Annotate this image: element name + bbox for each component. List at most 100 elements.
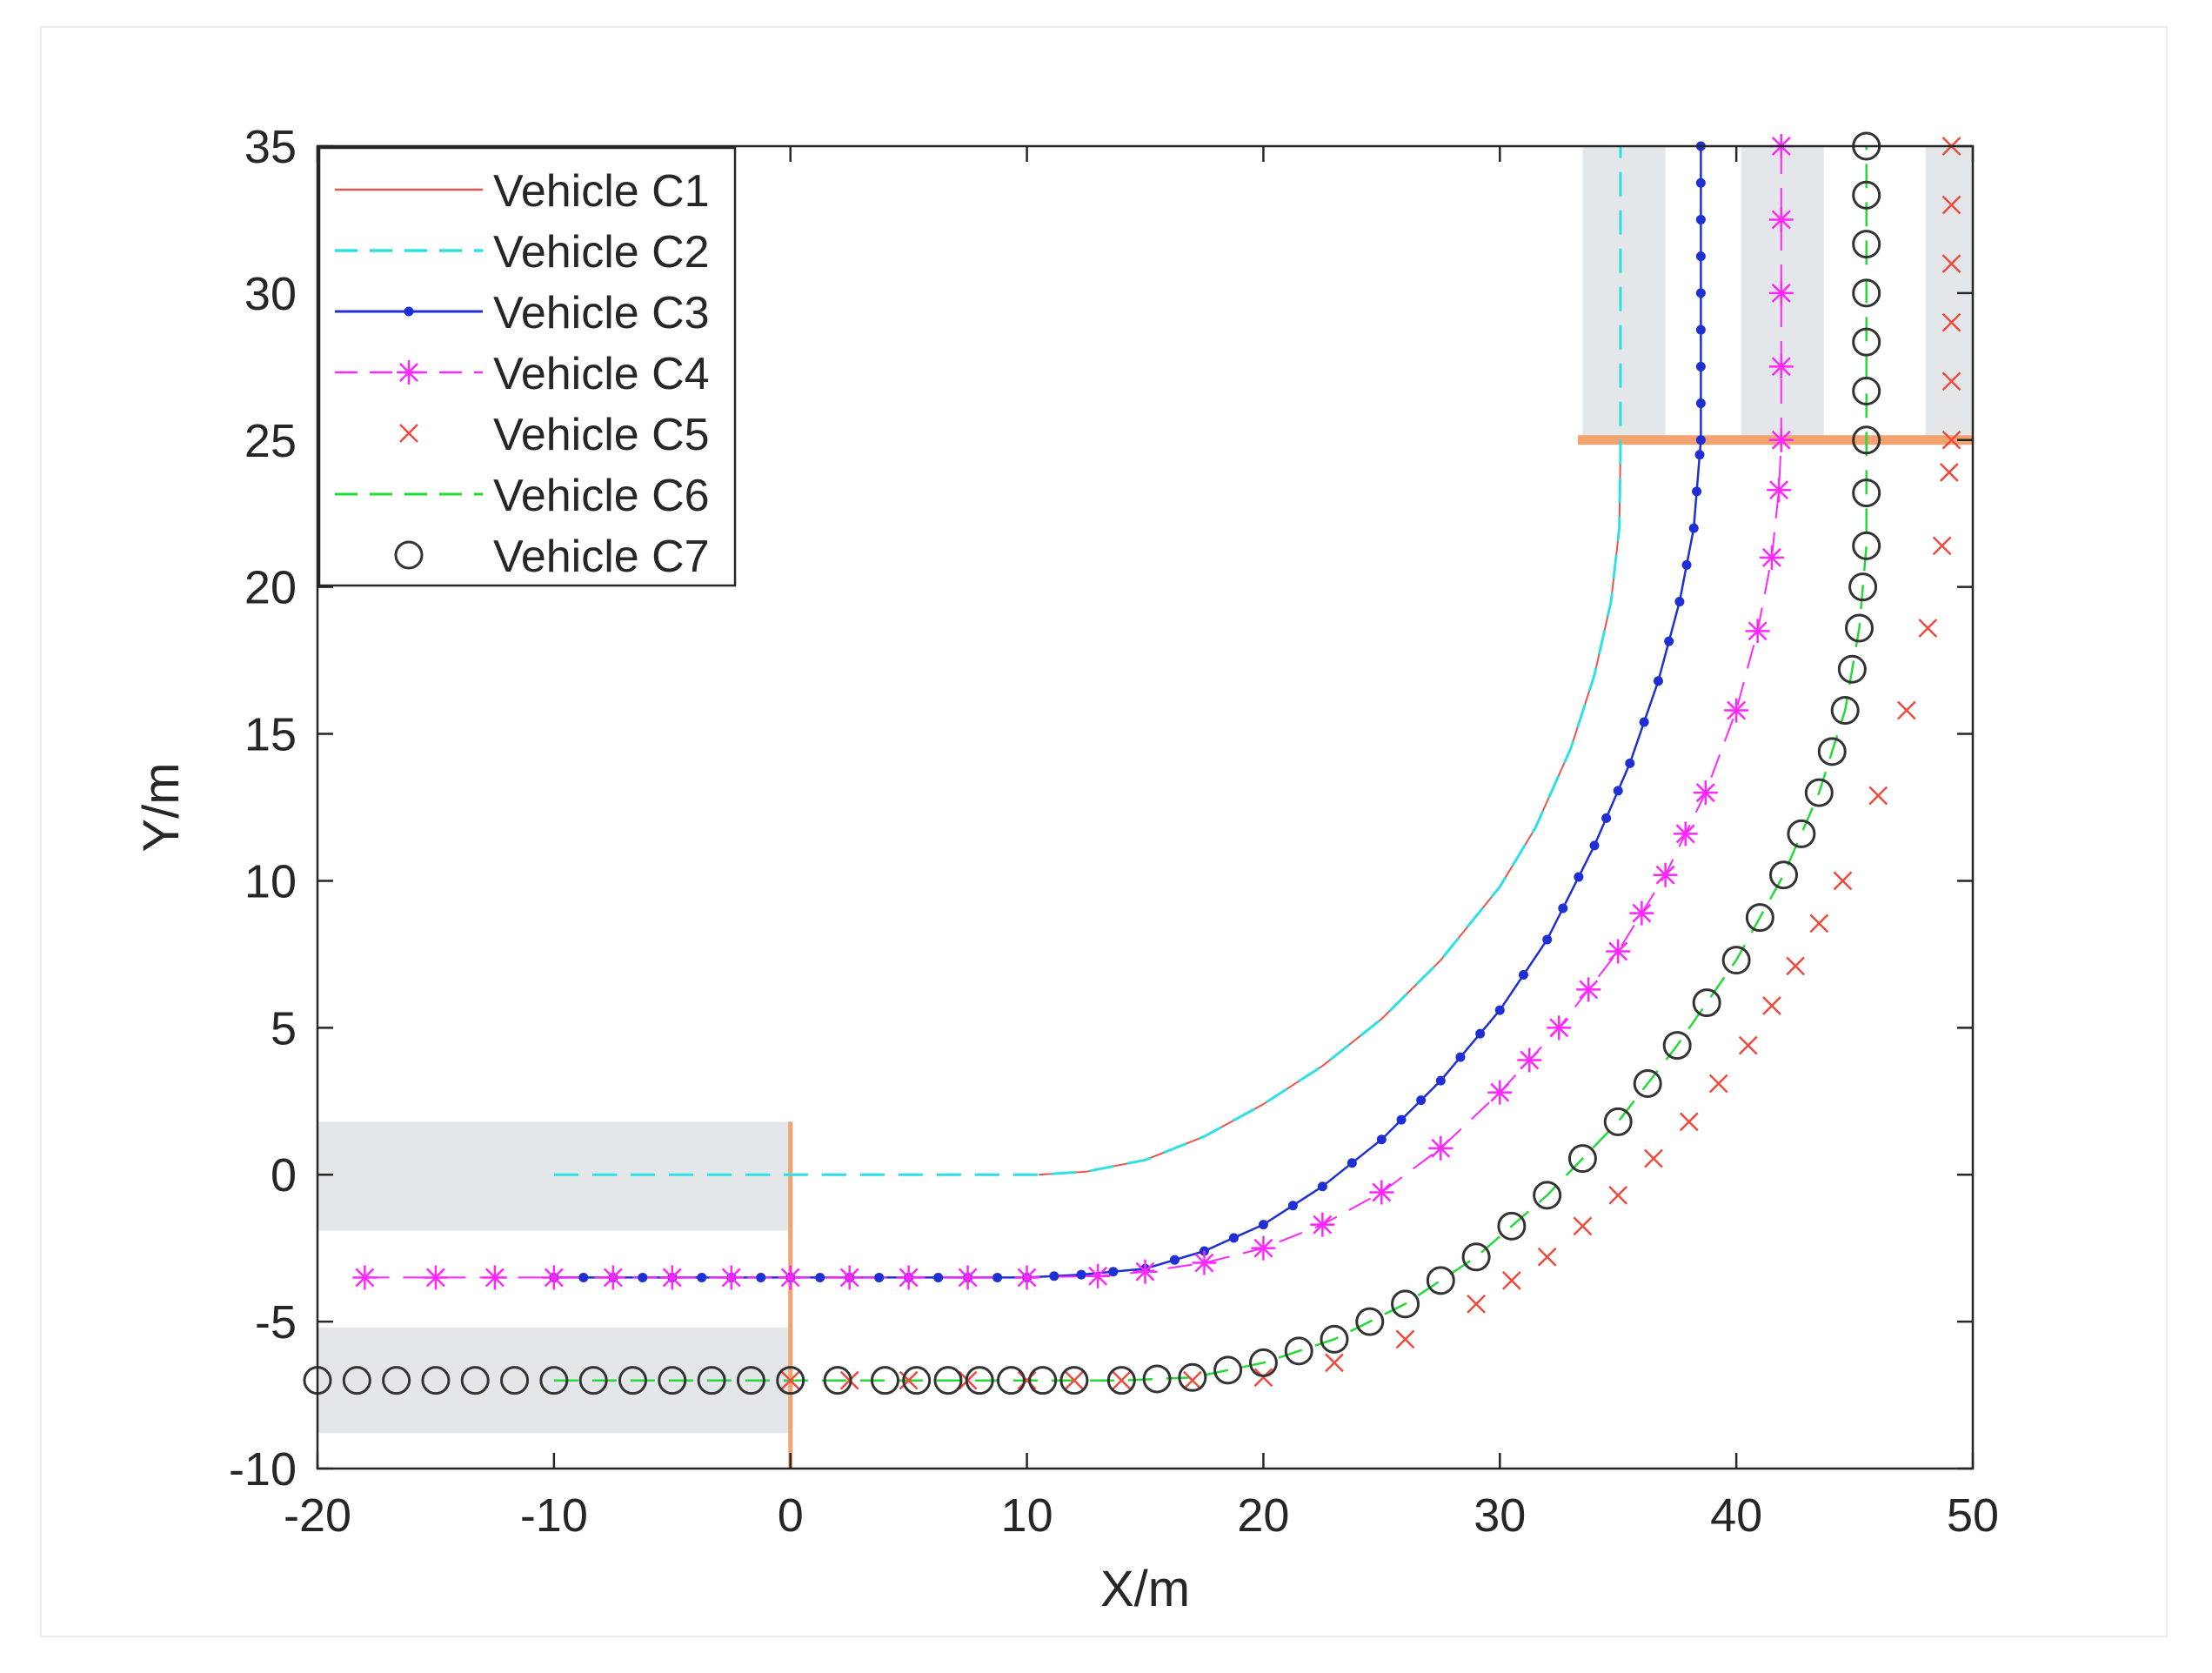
series-vehicle-c7-marker-28 bbox=[1355, 1307, 1385, 1336]
series-vehicle-c5-marker-25 bbox=[1896, 700, 1916, 720]
series-vehicle-c7-marker-10 bbox=[697, 1366, 726, 1395]
series-vehicle-c3-marker-45 bbox=[1664, 636, 1674, 646]
series-vehicle-c3-marker-15 bbox=[992, 1272, 1003, 1282]
series-vehicle-c5-marker-7 bbox=[1182, 1370, 1202, 1390]
series-vehicle-c3-marker-25 bbox=[1287, 1201, 1298, 1211]
series-vehicle-c7-marker-50 bbox=[1852, 478, 1881, 508]
series-vehicle-c7-marker-4 bbox=[460, 1366, 490, 1395]
series-vehicle-c3-marker-11 bbox=[874, 1272, 885, 1282]
x-axis-label: X/m bbox=[1100, 1561, 1190, 1617]
shaded-zones bbox=[317, 146, 1973, 1434]
series-vehicle-c4-marker-2 bbox=[482, 1265, 507, 1290]
series-vehicle-c3-marker-39 bbox=[1589, 840, 1600, 851]
legend-item-vehicle-c3-label: Vehicle C3 bbox=[493, 288, 710, 338]
series-vehicle-c5-marker-26 bbox=[1918, 619, 1938, 638]
series-vehicle-c4-marker-11 bbox=[1014, 1265, 1039, 1290]
series-vehicle-c4-marker-29 bbox=[1745, 619, 1770, 644]
series-vehicle-c5-marker-8 bbox=[1253, 1368, 1273, 1388]
series-vehicle-c5-marker-21 bbox=[1786, 956, 1805, 976]
x-tick-label-5: 30 bbox=[1474, 1489, 1526, 1542]
legend-item-vehicle-c3-marker bbox=[404, 306, 414, 317]
series-vehicle-c4-marker-35 bbox=[1768, 207, 1794, 232]
legend-item-vehicle-c4: Vehicle C4 bbox=[335, 349, 710, 399]
series-vehicle-c7-marker-39 bbox=[1721, 946, 1751, 975]
y-tick-label-7: 25 bbox=[244, 415, 297, 467]
series-vehicle-c3-marker-42 bbox=[1625, 758, 1635, 768]
series-vehicle-c7-marker-16 bbox=[933, 1366, 963, 1395]
series-vehicle-c7-marker-21 bbox=[1106, 1366, 1136, 1395]
series-vehicle-c3-marker-19 bbox=[1108, 1267, 1119, 1277]
series-vehicle-c3-marker-17 bbox=[1049, 1271, 1059, 1282]
series-vehicle-c3-marker-49 bbox=[1692, 486, 1702, 497]
series-vehicle-c7-marker-24 bbox=[1213, 1355, 1243, 1385]
series-vehicle-c3-marker-32 bbox=[1455, 1052, 1466, 1062]
series-vehicle-c7-marker-29 bbox=[1391, 1289, 1420, 1319]
series-vehicle-c3-marker-41 bbox=[1613, 786, 1623, 796]
series-vehicle-c5-marker-15 bbox=[1608, 1185, 1628, 1205]
series-vehicle-c7-marker-51 bbox=[1852, 425, 1881, 455]
series-vehicle-c3-marker-35 bbox=[1518, 970, 1528, 980]
series-vehicle-c7-marker-43 bbox=[1804, 778, 1834, 807]
series-vehicle-c4-marker-17 bbox=[1369, 1180, 1394, 1205]
series-markers bbox=[303, 131, 1961, 1395]
series-vehicle-c5-marker-30 bbox=[1941, 371, 1961, 391]
series-vehicle-c3-marker-50 bbox=[1694, 450, 1705, 460]
series-vehicle-c3-marker-9 bbox=[815, 1272, 825, 1282]
legend-box bbox=[317, 146, 737, 587]
series-vehicle-c4-marker-30 bbox=[1759, 545, 1784, 570]
x-tick-label-2: 0 bbox=[778, 1489, 804, 1542]
x-tick-label-0: -20 bbox=[284, 1489, 351, 1542]
series-vehicle-c3-marker-40 bbox=[1601, 813, 1612, 823]
series-vehicle-c7-marker-17 bbox=[965, 1366, 994, 1395]
series-vehicle-c5-marker-16 bbox=[1644, 1148, 1663, 1168]
series-vehicle-c3-marker-21 bbox=[1169, 1255, 1180, 1265]
y-tick-label-2: 0 bbox=[271, 1149, 297, 1201]
shaded-zone-2 bbox=[1582, 146, 1666, 440]
series-vehicle-c3-marker-31 bbox=[1435, 1075, 1446, 1086]
series-vehicle-c3-marker-44 bbox=[1653, 676, 1663, 686]
series-vehicle-c7-marker-3 bbox=[421, 1366, 451, 1395]
series-vehicle-c5-marker-14 bbox=[1573, 1216, 1593, 1236]
y-tick-label-3: 5 bbox=[271, 1002, 297, 1054]
series-vehicle-c5-marker-9 bbox=[1325, 1353, 1344, 1373]
series-vehicle-c4-marker-1 bbox=[423, 1265, 448, 1290]
series-vehicle-c7-marker-1 bbox=[342, 1366, 371, 1395]
series-vehicle-c4-marker-16 bbox=[1310, 1212, 1335, 1237]
series-vehicle-c3-marker-5 bbox=[697, 1272, 707, 1282]
y-axis-label: Y/m bbox=[133, 762, 190, 852]
series-vehicle-c3-marker-7 bbox=[756, 1272, 766, 1282]
series-vehicle-c5-marker-6 bbox=[1112, 1370, 1132, 1390]
series-vehicle-c4-marker-19 bbox=[1487, 1080, 1513, 1105]
y-tick-label-5: 15 bbox=[244, 709, 297, 761]
figure-frame bbox=[40, 26, 2168, 1637]
series-vehicle-c7-marker-53 bbox=[1852, 327, 1881, 357]
series-vehicle-c5-marker-13 bbox=[1537, 1247, 1557, 1267]
series-vehicle-c4-marker-15 bbox=[1251, 1235, 1276, 1261]
series-vehicle-c3-marker-24 bbox=[1258, 1220, 1268, 1230]
series-vehicle-c3-marker-37 bbox=[1558, 903, 1568, 913]
series-vehicle-c5-marker-11 bbox=[1467, 1294, 1486, 1314]
legend-item-vehicle-c1-label: Vehicle C1 bbox=[493, 166, 710, 217]
series-vehicle-c7-marker-2 bbox=[382, 1366, 411, 1395]
series-vehicle-c4-marker-32 bbox=[1768, 427, 1794, 452]
series-vehicle-c7-marker-6 bbox=[539, 1366, 569, 1395]
series-vehicle-c3-marker-29 bbox=[1396, 1114, 1407, 1125]
series-vehicle-c7-marker-19 bbox=[1028, 1366, 1058, 1395]
series-vehicle-c7-marker-49 bbox=[1852, 531, 1881, 560]
x-tick-label-1: -10 bbox=[520, 1489, 588, 1542]
y-tick-label-0: -10 bbox=[229, 1443, 297, 1496]
legend-item-vehicle-c3: Vehicle C3 bbox=[335, 288, 710, 338]
series-vehicle-c7-marker-55 bbox=[1852, 230, 1881, 259]
series-vehicle-c5-marker-33 bbox=[1941, 195, 1961, 215]
series-vehicle-c7-marker-18 bbox=[996, 1366, 1026, 1395]
series-vehicle-c4-marker-24 bbox=[1629, 900, 1654, 926]
series-vehicle-c3-marker-28 bbox=[1376, 1134, 1387, 1145]
series-vehicle-c4-marker-7 bbox=[778, 1265, 803, 1290]
series-vehicle-c4-marker-20 bbox=[1517, 1047, 1542, 1073]
series-vehicle-c3-marker-57 bbox=[1695, 214, 1706, 224]
legend-item-vehicle-c6-label: Vehicle C6 bbox=[493, 471, 710, 521]
legend-item-vehicle-c4-label: Vehicle C4 bbox=[493, 349, 710, 399]
series-vehicle-c3-marker-23 bbox=[1228, 1233, 1239, 1243]
legend-item-vehicle-c2-label: Vehicle C2 bbox=[493, 227, 710, 278]
